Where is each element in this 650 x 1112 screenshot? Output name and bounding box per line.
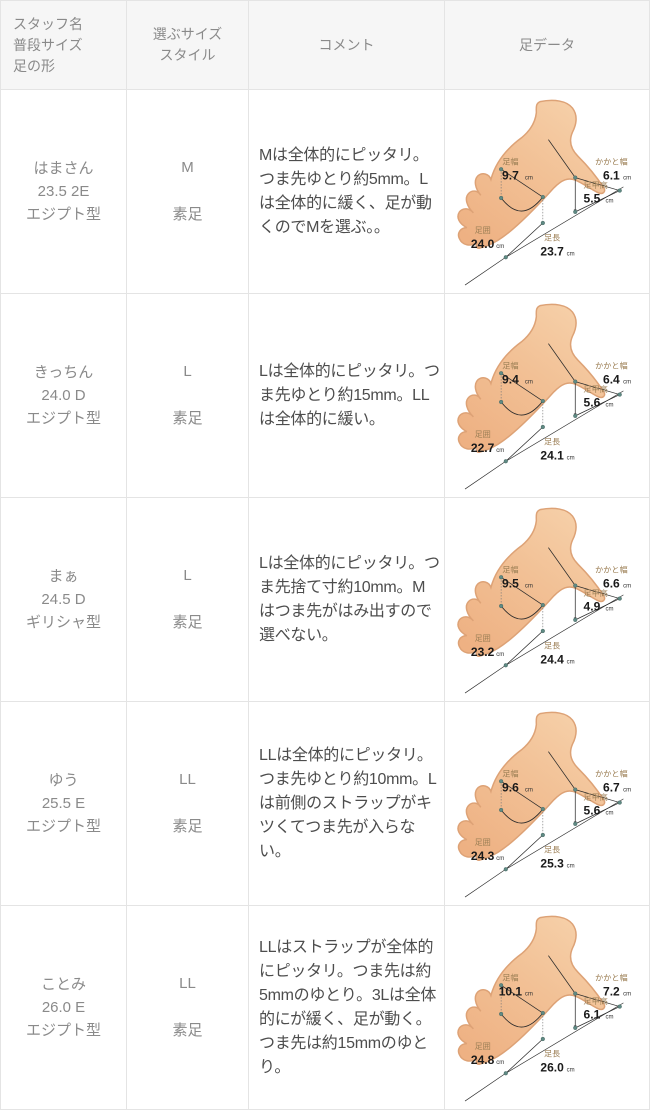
svg-text:10.1: 10.1	[499, 984, 523, 998]
svg-text:足甲高: 足甲高	[583, 384, 607, 394]
svg-text:22.7: 22.7	[471, 441, 495, 455]
svg-text:4.9: 4.9	[584, 600, 601, 614]
svg-text:足甲高: 足甲高	[583, 996, 607, 1006]
svg-text:24.8: 24.8	[471, 1053, 495, 1067]
svg-text:足囲: 足囲	[474, 430, 490, 439]
svg-text:cm: cm	[567, 1067, 575, 1073]
svg-text:cm: cm	[496, 1060, 504, 1066]
svg-text:5.6: 5.6	[584, 396, 601, 410]
svg-text:9.4: 9.4	[502, 372, 519, 386]
svg-text:足長: 足長	[544, 642, 560, 651]
svg-text:5.6: 5.6	[584, 804, 601, 818]
svg-text:cm: cm	[623, 583, 631, 589]
svg-text:cm: cm	[606, 1015, 614, 1021]
svg-text:cm: cm	[623, 379, 631, 385]
svg-text:cm: cm	[567, 251, 575, 257]
svg-text:足幅: 足幅	[502, 157, 518, 167]
svg-text:足幅: 足幅	[502, 973, 518, 983]
svg-text:足囲: 足囲	[474, 634, 490, 643]
svg-text:cm: cm	[496, 652, 504, 658]
svg-text:25.3: 25.3	[540, 856, 564, 870]
svg-text:9.5: 9.5	[502, 576, 519, 590]
svg-text:cm: cm	[525, 787, 533, 793]
svg-text:9.6: 9.6	[502, 780, 519, 794]
svg-text:cm: cm	[606, 403, 614, 409]
svg-text:5.5: 5.5	[584, 192, 601, 206]
svg-text:24.1: 24.1	[540, 448, 564, 462]
svg-text:足囲: 足囲	[474, 838, 490, 847]
svg-text:cm: cm	[567, 659, 575, 665]
svg-text:24.3: 24.3	[471, 849, 495, 863]
svg-text:cm: cm	[606, 607, 614, 613]
svg-text:足幅: 足幅	[502, 361, 518, 371]
svg-text:cm: cm	[525, 991, 533, 997]
svg-text:足囲: 足囲	[474, 226, 490, 235]
svg-text:cm: cm	[567, 455, 575, 461]
svg-text:23.7: 23.7	[540, 244, 564, 258]
svg-text:cm: cm	[496, 448, 504, 454]
svg-text:cm: cm	[525, 379, 533, 385]
svg-text:cm: cm	[623, 991, 631, 997]
svg-text:足長: 足長	[544, 1050, 560, 1059]
svg-text:cm: cm	[606, 199, 614, 205]
svg-text:cm: cm	[623, 175, 631, 181]
svg-text:23.2: 23.2	[471, 645, 495, 659]
svg-text:足甲高: 足甲高	[583, 180, 607, 190]
svg-text:かかと幅: かかと幅	[595, 769, 628, 779]
svg-text:cm: cm	[496, 856, 504, 862]
svg-text:26.0: 26.0	[540, 1060, 564, 1074]
svg-text:cm: cm	[567, 863, 575, 869]
svg-text:24.0: 24.0	[471, 237, 495, 251]
svg-text:cm: cm	[525, 583, 533, 589]
svg-text:足幅: 足幅	[502, 565, 518, 575]
svg-text:cm: cm	[496, 244, 504, 250]
svg-text:かかと幅: かかと幅	[595, 361, 628, 371]
svg-text:足幅: 足幅	[502, 769, 518, 779]
svg-text:cm: cm	[525, 175, 533, 181]
svg-text:足長: 足長	[544, 438, 560, 447]
svg-text:足囲: 足囲	[474, 1042, 490, 1051]
svg-text:cm: cm	[623, 787, 631, 793]
svg-text:6.1: 6.1	[584, 1008, 601, 1022]
svg-text:足長: 足長	[544, 234, 560, 243]
svg-text:24.4: 24.4	[540, 652, 564, 666]
svg-text:足長: 足長	[544, 846, 560, 855]
svg-text:cm: cm	[606, 811, 614, 817]
svg-text:かかと幅: かかと幅	[595, 973, 628, 983]
svg-text:足甲高: 足甲高	[583, 792, 607, 802]
svg-text:かかと幅: かかと幅	[595, 565, 628, 575]
svg-text:足甲高: 足甲高	[583, 588, 607, 598]
svg-text:かかと幅: かかと幅	[595, 157, 628, 167]
svg-text:9.7: 9.7	[502, 168, 519, 182]
